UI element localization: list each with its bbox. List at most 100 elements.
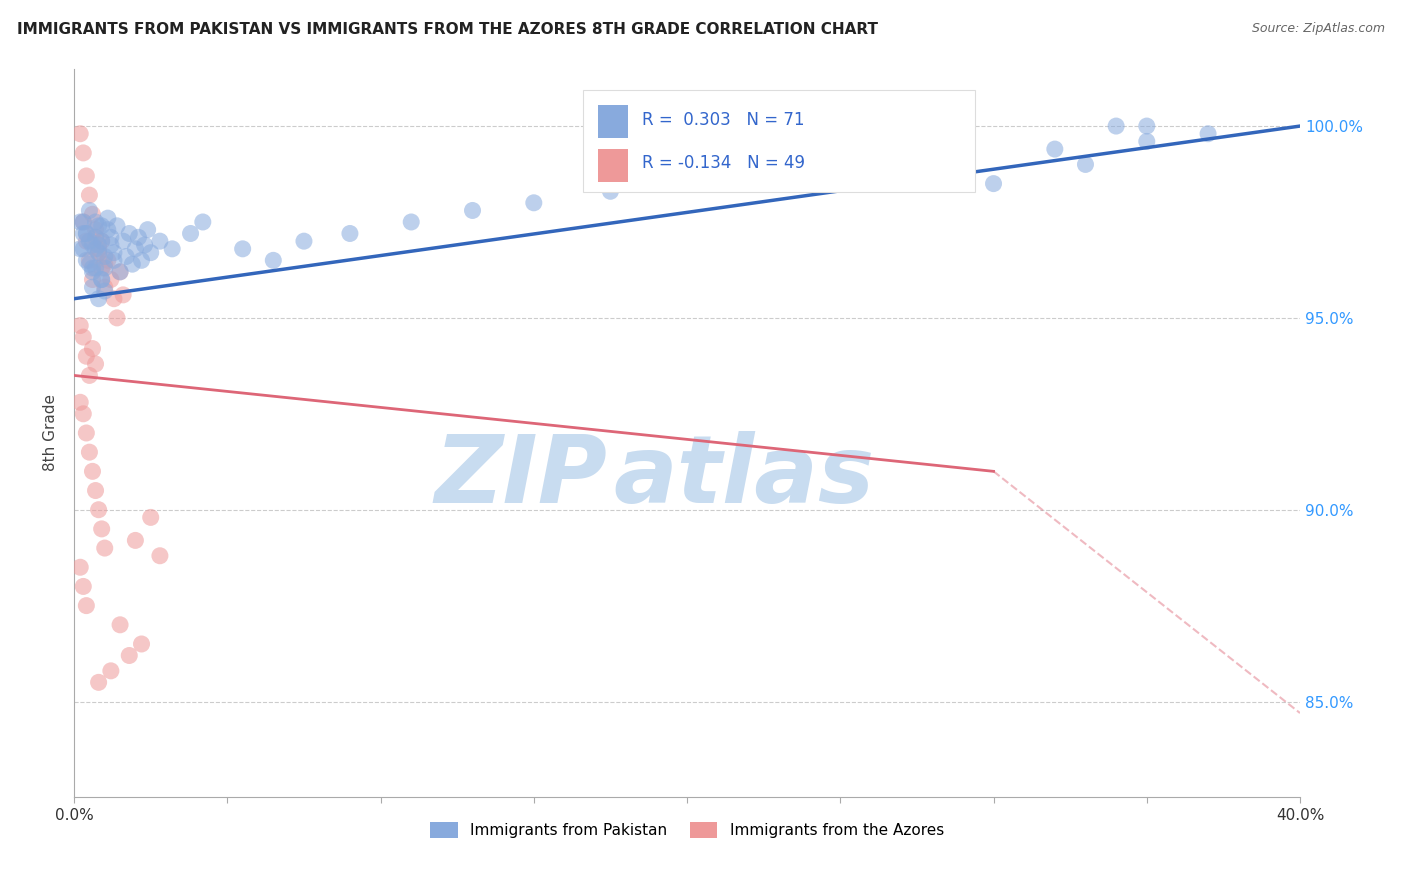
Point <box>118 227 141 241</box>
Point <box>136 222 159 236</box>
Point <box>75 227 97 241</box>
Point <box>1197 127 1219 141</box>
Point <box>75 234 97 248</box>
Point <box>84 230 107 244</box>
Point <box>160 242 183 256</box>
Point <box>100 272 122 286</box>
Point <box>93 284 115 298</box>
Point <box>87 245 110 260</box>
Point <box>69 560 91 574</box>
Point <box>149 549 172 563</box>
Point <box>75 227 97 241</box>
Point <box>292 234 315 248</box>
Point <box>82 342 104 356</box>
Point <box>69 127 91 141</box>
Point <box>72 579 94 593</box>
Point <box>87 242 110 256</box>
Point <box>79 234 101 248</box>
Point <box>1136 135 1159 149</box>
Point <box>87 292 110 306</box>
Point <box>82 238 104 252</box>
Point <box>90 234 112 248</box>
Point <box>75 425 97 440</box>
Point <box>79 203 101 218</box>
Point <box>87 675 110 690</box>
Point <box>262 253 284 268</box>
Point <box>69 318 91 333</box>
Point <box>84 260 107 275</box>
Point <box>134 238 156 252</box>
Y-axis label: 8th Grade: 8th Grade <box>44 394 58 472</box>
Point <box>859 157 882 171</box>
Point <box>339 227 361 241</box>
Point <box>108 617 131 632</box>
Point <box>84 483 107 498</box>
Point <box>1136 119 1159 133</box>
Point <box>952 150 974 164</box>
Point <box>90 260 112 275</box>
Point <box>97 253 120 268</box>
Point <box>461 203 484 218</box>
Point <box>93 260 115 275</box>
Point <box>72 330 94 344</box>
Point <box>75 599 97 613</box>
Point <box>105 219 128 233</box>
Point <box>124 533 146 548</box>
Point <box>523 195 546 210</box>
Point <box>84 242 107 256</box>
Point <box>79 188 101 202</box>
Point <box>82 272 104 286</box>
Point <box>97 222 120 236</box>
Text: Source: ZipAtlas.com: Source: ZipAtlas.com <box>1251 22 1385 36</box>
Text: R = -0.134   N = 49: R = -0.134 N = 49 <box>641 154 804 172</box>
Point <box>1105 119 1128 133</box>
Point <box>97 211 120 226</box>
Point <box>72 215 94 229</box>
Point <box>84 222 107 236</box>
Point <box>84 230 107 244</box>
Point <box>90 272 112 286</box>
Point <box>121 257 143 271</box>
Point <box>108 265 131 279</box>
Point <box>90 272 112 286</box>
Point <box>69 395 91 409</box>
Point <box>149 234 172 248</box>
Point <box>768 165 790 179</box>
Point <box>87 245 110 260</box>
Point <box>139 245 162 260</box>
Legend: Immigrants from Pakistan, Immigrants from the Azores: Immigrants from Pakistan, Immigrants fro… <box>425 816 950 845</box>
Point <box>115 250 138 264</box>
Point <box>87 502 110 516</box>
Point <box>87 219 110 233</box>
Point <box>139 510 162 524</box>
Point <box>75 169 97 183</box>
Point <box>1043 142 1066 156</box>
Point <box>93 257 115 271</box>
Point <box>75 253 97 268</box>
Point <box>105 310 128 325</box>
Point <box>69 215 91 229</box>
Point <box>93 250 115 264</box>
Point <box>100 230 122 244</box>
Point <box>100 238 122 252</box>
Point <box>79 253 101 268</box>
Point <box>124 242 146 256</box>
Point <box>79 368 101 383</box>
FancyBboxPatch shape <box>598 149 628 181</box>
Point <box>72 407 94 421</box>
Point <box>399 215 422 229</box>
Point <box>112 288 135 302</box>
FancyBboxPatch shape <box>598 105 628 137</box>
Text: atlas: atlas <box>613 431 875 523</box>
Text: R =  0.303   N = 71: R = 0.303 N = 71 <box>641 111 804 128</box>
Point <box>180 227 202 241</box>
Point <box>84 357 107 371</box>
Point <box>79 257 101 271</box>
Point <box>72 145 94 160</box>
Point <box>103 253 125 268</box>
Point <box>72 227 94 241</box>
Point <box>100 664 122 678</box>
Point <box>93 541 115 555</box>
Point <box>112 234 135 248</box>
Point <box>232 242 254 256</box>
